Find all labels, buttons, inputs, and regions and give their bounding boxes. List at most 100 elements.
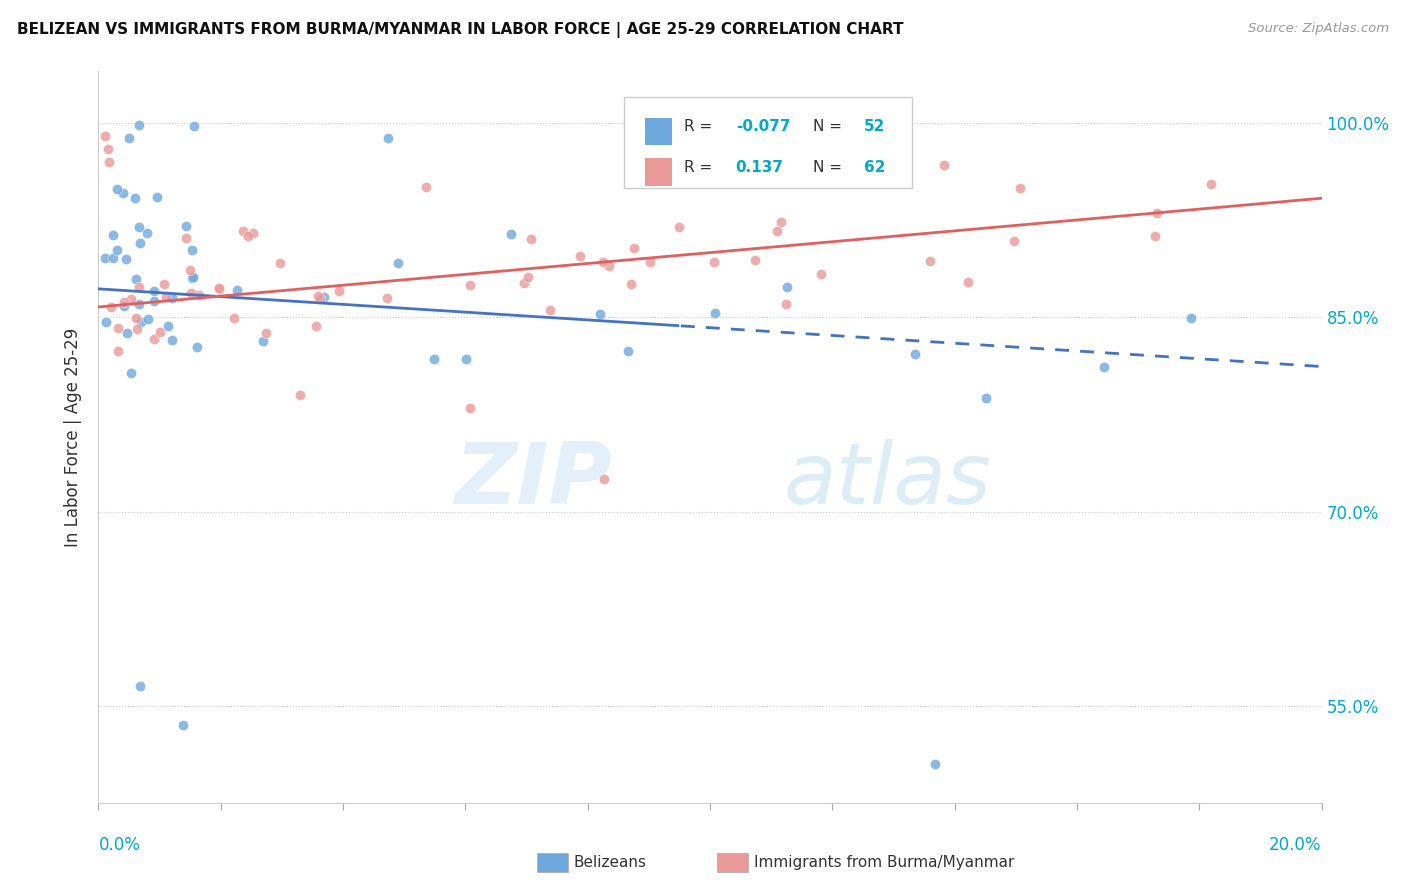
Text: R =: R = (685, 160, 717, 175)
Point (1180, 311, 1202, 326)
Point (124, 272, 146, 286)
Point (377, 291, 399, 305)
FancyBboxPatch shape (624, 97, 912, 188)
Text: BELIZEAN VS IMMIGRANTS FROM BURMA/MYANMAR IN LABOR FORCE | AGE 25-29 CORRELATION: BELIZEAN VS IMMIGRANTS FROM BURMA/MYANMA… (17, 22, 904, 38)
Point (516, 270, 538, 285)
Point (156, 318, 179, 333)
Point (513, 277, 536, 291)
Point (143, 294, 166, 309)
Point (181, 243, 204, 257)
Point (101, 252, 124, 266)
Point (668, 219, 690, 234)
Point (1008, 181, 1031, 195)
Point (454, 352, 477, 367)
Point (100, 300, 122, 314)
Point (129, 679, 152, 693)
Text: atlas: atlas (783, 440, 991, 523)
Point (1199, 177, 1222, 191)
Point (328, 284, 350, 298)
Point (93, 129, 115, 144)
Point (308, 292, 330, 306)
Point (98, 155, 121, 169)
Point (423, 352, 446, 367)
Point (918, 253, 941, 268)
Point (592, 255, 614, 269)
Point (1002, 234, 1025, 248)
Point (589, 307, 612, 321)
Point (162, 333, 184, 347)
Point (307, 289, 329, 303)
Point (153, 277, 176, 292)
Point (118, 131, 141, 145)
Point (107, 343, 129, 358)
Point (179, 262, 201, 277)
Point (128, 118, 150, 132)
Point (112, 299, 135, 313)
Text: N =: N = (813, 120, 846, 135)
Point (252, 334, 274, 349)
Text: Immigrants from Burma/Myanmar: Immigrants from Burma/Myanmar (754, 855, 1014, 870)
Point (242, 226, 264, 240)
Point (128, 296, 150, 310)
Point (107, 243, 129, 257)
Point (377, 131, 399, 145)
Point (115, 326, 138, 341)
Text: ZIP: ZIP (454, 440, 612, 523)
Point (188, 287, 211, 301)
Point (93, 252, 115, 266)
Point (538, 303, 561, 318)
Point (174, 219, 197, 233)
Point (932, 158, 955, 172)
Point (135, 226, 157, 240)
Point (775, 297, 797, 311)
Point (924, 756, 946, 771)
Point (103, 227, 125, 242)
Point (94, 315, 117, 329)
Point (172, 718, 194, 732)
Point (183, 119, 205, 133)
Point (769, 215, 792, 229)
Point (598, 259, 620, 273)
Point (112, 186, 135, 200)
Point (520, 232, 543, 246)
Point (254, 326, 277, 340)
Point (232, 224, 254, 238)
Point (208, 282, 231, 296)
Point (314, 290, 336, 304)
Point (160, 292, 183, 306)
Point (638, 255, 661, 269)
Point (460, 401, 482, 415)
Point (810, 267, 832, 281)
Point (305, 318, 328, 333)
Point (226, 283, 249, 297)
Point (236, 228, 259, 243)
Point (623, 241, 645, 255)
Point (105, 181, 128, 195)
FancyBboxPatch shape (645, 158, 672, 186)
Point (458, 278, 481, 293)
FancyBboxPatch shape (645, 118, 672, 145)
Y-axis label: In Labor Force | Age 25-29: In Labor Force | Age 25-29 (65, 327, 83, 547)
Point (1143, 228, 1166, 243)
Text: 52: 52 (865, 120, 886, 135)
Point (124, 191, 146, 205)
Text: N =: N = (813, 160, 846, 175)
Point (127, 322, 149, 336)
Point (776, 280, 799, 294)
Point (112, 294, 135, 309)
Text: 0.137: 0.137 (735, 160, 783, 175)
Point (415, 179, 437, 194)
Point (115, 252, 138, 267)
Point (149, 325, 172, 339)
Point (704, 306, 727, 320)
Text: -0.077: -0.077 (735, 120, 790, 135)
Point (617, 343, 640, 358)
Text: 0.0%: 0.0% (98, 836, 141, 854)
Point (142, 332, 165, 346)
Point (143, 284, 166, 298)
Point (620, 277, 643, 292)
Point (180, 285, 202, 300)
Point (129, 314, 152, 328)
Point (956, 275, 979, 289)
Point (128, 219, 150, 234)
